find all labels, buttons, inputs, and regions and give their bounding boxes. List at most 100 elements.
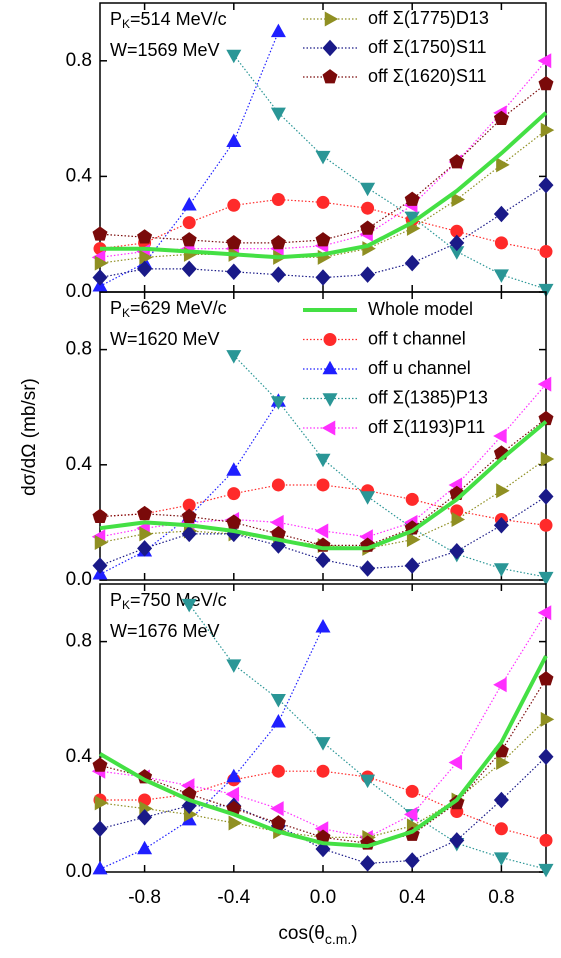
marker: [449, 542, 465, 560]
series-line: [100, 111, 548, 260]
marker: [360, 220, 376, 235]
marker: [538, 76, 554, 91]
marker: [360, 182, 376, 197]
marker: [139, 526, 153, 542]
marker: [451, 192, 466, 208]
series-line: [98, 655, 548, 849]
annotation: PK=750 MeV/c: [110, 590, 227, 612]
marker: [226, 514, 242, 529]
legend-marker: [323, 333, 337, 346]
marker: [360, 491, 376, 505]
marker: [181, 260, 197, 278]
x-tick-label: 0.4: [399, 887, 426, 908]
marker: [405, 492, 419, 506]
marker: [540, 122, 555, 138]
marker: [315, 453, 331, 468]
marker: [271, 478, 285, 492]
marker: [92, 269, 108, 286]
annotation-part: P: [110, 590, 122, 610]
series-line: [233, 354, 547, 578]
series-line: [99, 83, 547, 244]
marker: [315, 737, 331, 751]
marker: [493, 517, 509, 534]
marker: [228, 815, 243, 831]
legend-label: off t channel: [368, 328, 466, 348]
legend-marker: [321, 420, 336, 436]
y-tick-label: 0.0: [66, 281, 92, 302]
series-line: [99, 484, 547, 526]
legend-marker: [322, 360, 338, 375]
marker: [227, 487, 241, 501]
annotation-part: =514 MeV/c: [130, 9, 227, 29]
marker: [226, 768, 242, 783]
legend-label: off Σ(1620)S11: [368, 66, 487, 86]
marker: [361, 201, 375, 215]
marker: [538, 488, 554, 505]
marker: [270, 107, 286, 122]
marker: [449, 154, 465, 169]
marker: [360, 774, 376, 789]
marker: [538, 571, 554, 586]
marker: [139, 249, 153, 265]
series-line: [100, 770, 547, 841]
x-label-part: cos(θ: [278, 923, 324, 944]
marker: [540, 711, 555, 727]
marker: [539, 833, 553, 847]
annotation-part: =750 MeV/c: [130, 590, 227, 610]
marker: [315, 618, 331, 633]
marker: [137, 260, 153, 278]
marker: [137, 540, 153, 557]
marker: [181, 197, 197, 211]
y-tick-label: 0.0: [66, 569, 92, 590]
marker: [449, 246, 465, 260]
marker: [181, 525, 197, 543]
marker: [360, 266, 376, 283]
x-tick-label: 0.0: [310, 887, 336, 908]
legend-label: off Σ(1775)D13: [368, 8, 489, 28]
marker: [181, 508, 197, 524]
series-line: [99, 129, 547, 264]
annotation-part: P: [110, 298, 122, 318]
marker: [406, 532, 421, 548]
marker: [271, 193, 285, 207]
series-line: [99, 401, 279, 575]
annotation: W=1569 MeV: [110, 40, 220, 60]
legend-label: Whole model: [368, 299, 473, 319]
legend-label: off Σ(1385)P13: [368, 387, 488, 407]
marker: [404, 191, 420, 206]
marker: [538, 410, 554, 426]
marker: [538, 176, 554, 194]
marker: [450, 224, 464, 238]
marker: [226, 234, 242, 250]
marker: [270, 234, 286, 250]
y-tick-label: 0.8: [66, 631, 92, 652]
marker: [92, 820, 108, 838]
marker: [537, 376, 552, 392]
marker: [493, 852, 509, 866]
marker: [94, 535, 109, 551]
marker: [271, 764, 285, 778]
annotation: PK=629 MeV/c: [110, 298, 227, 320]
marker: [404, 557, 420, 574]
marker: [451, 512, 466, 528]
marker: [181, 598, 197, 613]
marker: [92, 757, 108, 772]
annotation-part: K: [122, 17, 130, 31]
marker: [270, 23, 286, 38]
marker: [225, 786, 240, 802]
y-tick-label: 0.4: [66, 746, 93, 767]
annotation-part: P: [110, 9, 122, 29]
annotation: W=1620 MeV: [110, 329, 220, 349]
marker: [137, 229, 153, 244]
marker: [316, 764, 330, 778]
marker: [92, 226, 108, 241]
marker: [448, 755, 463, 771]
marker: [538, 863, 554, 878]
marker: [360, 855, 376, 872]
marker: [496, 157, 510, 173]
marker: [316, 478, 330, 492]
series-line: [99, 626, 324, 870]
series-line: [99, 612, 547, 839]
marker: [226, 350, 242, 364]
marker: [404, 254, 420, 272]
